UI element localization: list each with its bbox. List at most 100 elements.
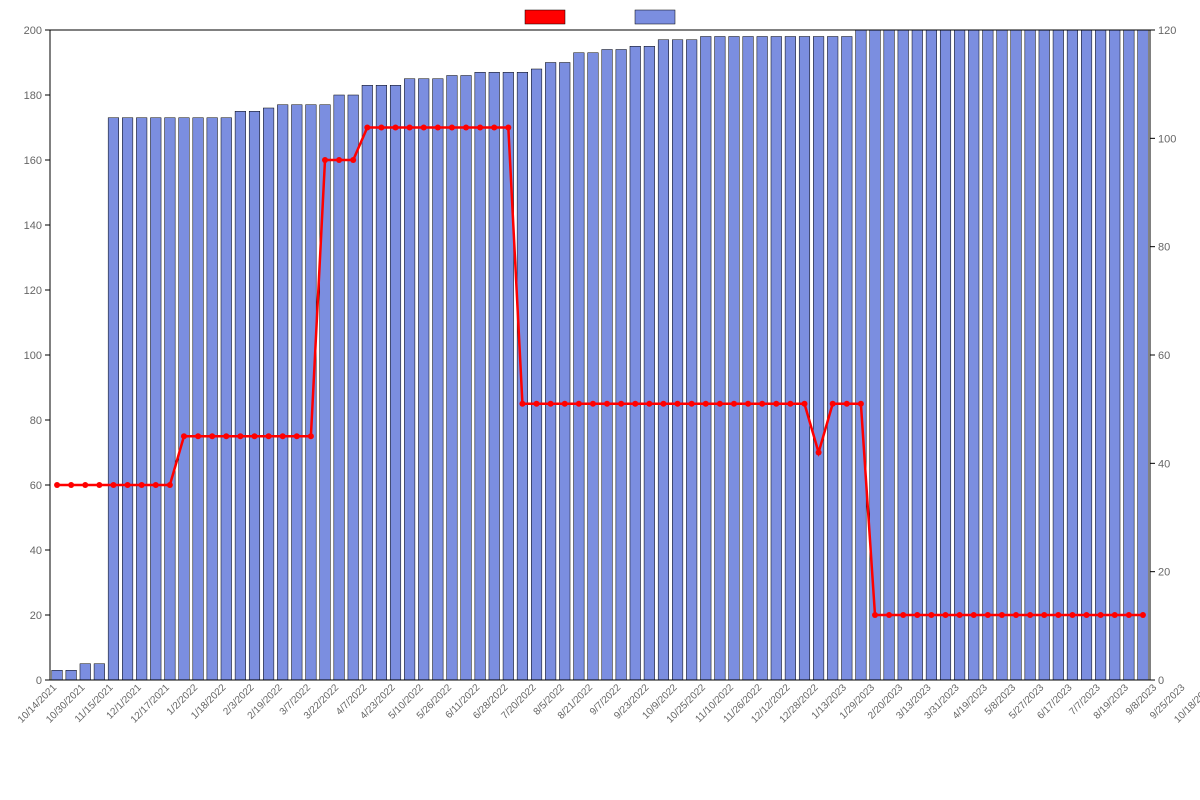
bar [320, 105, 331, 680]
line-marker [1084, 612, 1090, 618]
line-marker [675, 401, 681, 407]
bar [658, 40, 669, 680]
bar [1138, 30, 1149, 680]
line-marker [477, 125, 483, 131]
line-marker [519, 401, 525, 407]
line-marker [928, 612, 934, 618]
line-marker [604, 401, 610, 407]
bar [884, 30, 895, 680]
line-marker [251, 433, 257, 439]
bar [983, 30, 994, 680]
line-marker [1055, 612, 1061, 618]
bar [1109, 30, 1120, 680]
bar [757, 37, 768, 681]
bar [616, 50, 627, 681]
line-marker [660, 401, 666, 407]
bar [785, 37, 796, 681]
bar [447, 76, 458, 681]
line-marker [618, 401, 624, 407]
line-marker [167, 482, 173, 488]
line-marker [491, 125, 497, 131]
bar [517, 72, 528, 680]
dual-axis-chart: 0204060801001201401601802000204060801001… [0, 0, 1200, 800]
y-right-tick-label: 60 [1158, 350, 1170, 362]
line-marker [350, 157, 356, 163]
bar [165, 118, 176, 680]
line-marker [576, 401, 582, 407]
y-left-tick-label: 0 [36, 675, 42, 687]
bar [179, 118, 190, 680]
bar [715, 37, 726, 681]
line-marker [294, 433, 300, 439]
line-marker [646, 401, 652, 407]
bar [531, 69, 542, 680]
bar [80, 664, 91, 680]
bar [898, 30, 909, 680]
y-right-tick-label: 0 [1158, 675, 1164, 687]
bar [813, 37, 824, 681]
bar [1053, 30, 1064, 680]
bar [475, 72, 486, 680]
line-marker [689, 401, 695, 407]
bar [150, 118, 161, 680]
line-marker [82, 482, 88, 488]
line-marker [209, 433, 215, 439]
y-left-tick-label: 140 [24, 220, 42, 232]
line-marker [1027, 612, 1033, 618]
line-marker [914, 612, 920, 618]
bar [870, 30, 881, 680]
line-marker [1112, 612, 1118, 618]
line-marker [435, 125, 441, 131]
line-marker [759, 401, 765, 407]
line-marker [1126, 612, 1132, 618]
line-marker [421, 125, 427, 131]
bar [1124, 30, 1135, 680]
y-left-tick-label: 120 [24, 285, 42, 297]
legend-swatch [635, 10, 675, 24]
line-marker [900, 612, 906, 618]
line-marker [96, 482, 102, 488]
bar [390, 85, 401, 680]
bar [700, 37, 711, 681]
bar [263, 108, 274, 680]
line-marker [957, 612, 963, 618]
bar [827, 37, 838, 681]
line-marker [181, 433, 187, 439]
line-marker [195, 433, 201, 439]
line-marker [393, 125, 399, 131]
bar [66, 670, 77, 680]
bar [1067, 30, 1078, 680]
line-marker [801, 401, 807, 407]
line-marker [731, 401, 737, 407]
bar [362, 85, 373, 680]
line-marker [548, 401, 554, 407]
bar [1011, 30, 1022, 680]
bar [588, 53, 599, 680]
legend-swatch [525, 10, 565, 24]
bar [348, 95, 359, 680]
bar [771, 37, 782, 681]
bar [376, 85, 387, 680]
bar [249, 111, 260, 680]
line-marker [703, 401, 709, 407]
line-marker [745, 401, 751, 407]
bar [686, 40, 697, 680]
bar [743, 37, 754, 681]
bar [842, 37, 853, 681]
line-marker [505, 125, 511, 131]
line-marker [322, 157, 328, 163]
bar [334, 95, 345, 680]
bar [489, 72, 500, 680]
line-marker [816, 450, 822, 456]
y-left-tick-label: 20 [30, 610, 42, 622]
bar [193, 118, 204, 680]
bar [630, 46, 641, 680]
bar [954, 30, 965, 680]
bar [52, 670, 63, 680]
line-marker [125, 482, 131, 488]
y-right-tick-label: 100 [1158, 133, 1176, 145]
y-left-tick-label: 40 [30, 545, 42, 557]
line-marker [943, 612, 949, 618]
line-marker [590, 401, 596, 407]
y-left-tick-label: 60 [30, 480, 42, 492]
